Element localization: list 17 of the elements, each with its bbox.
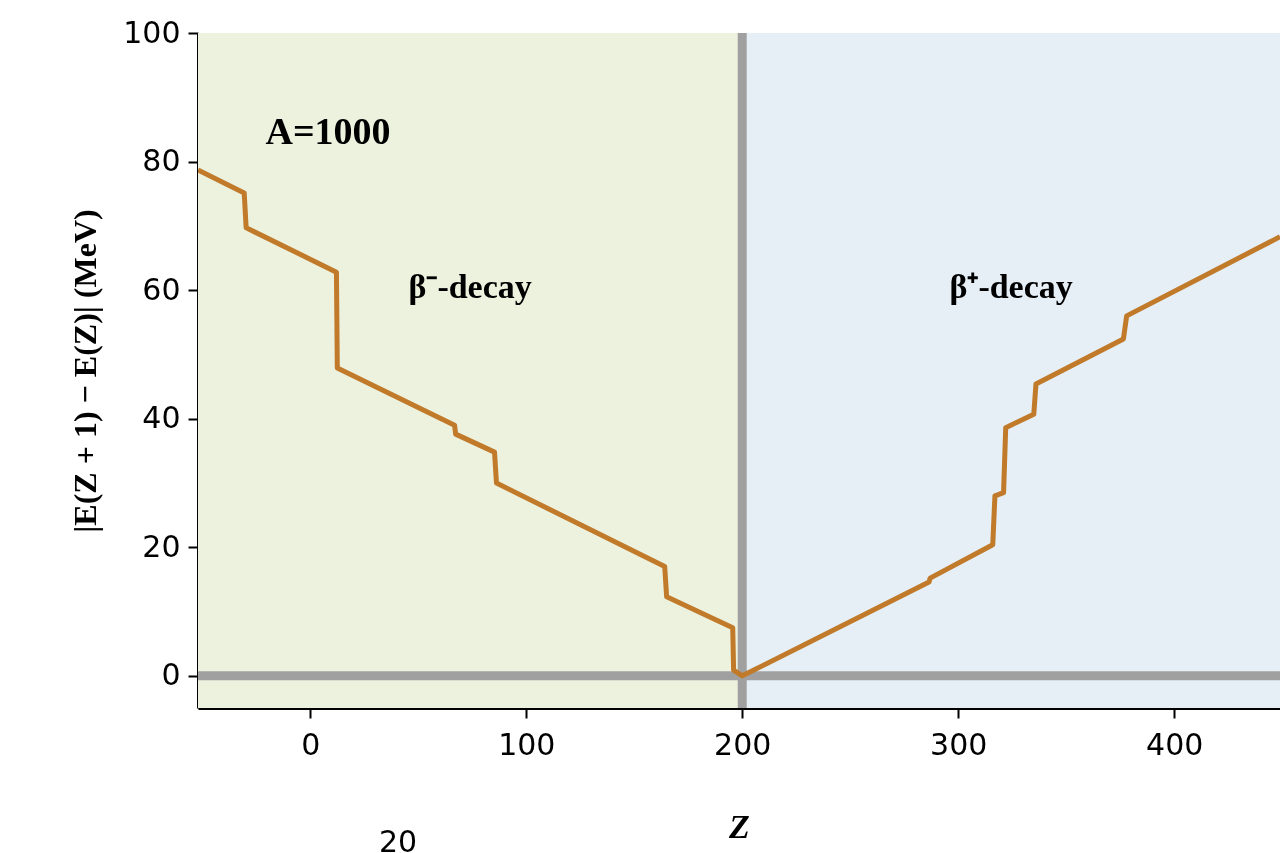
annotation: A=1000 — [265, 110, 391, 152]
x-tick-label: 0 — [301, 726, 321, 762]
y-tick-label: 40 — [142, 400, 181, 436]
y-tick-label: 80 — [142, 143, 181, 179]
y-tick-label: 20 — [142, 528, 181, 564]
x-tick-label: 400 — [1146, 726, 1204, 762]
band-label: β⁻-decay — [408, 268, 532, 305]
text: 20 — [378, 824, 418, 853]
y-tick-label: 0 — [161, 657, 181, 693]
y-tick-label: 100 — [123, 14, 181, 50]
x-tick-label: 300 — [930, 726, 988, 762]
x-tick-label: 100 — [498, 726, 556, 762]
x-axis-title: Z — [728, 807, 750, 845]
y-tick-label: 60 — [142, 271, 181, 307]
band-label: β⁺-decay — [949, 268, 1073, 305]
x-tick-label: 200 — [714, 726, 772, 762]
y-axis-title: |E(Z + 1) − E(Z)| (MeV) — [67, 209, 104, 533]
